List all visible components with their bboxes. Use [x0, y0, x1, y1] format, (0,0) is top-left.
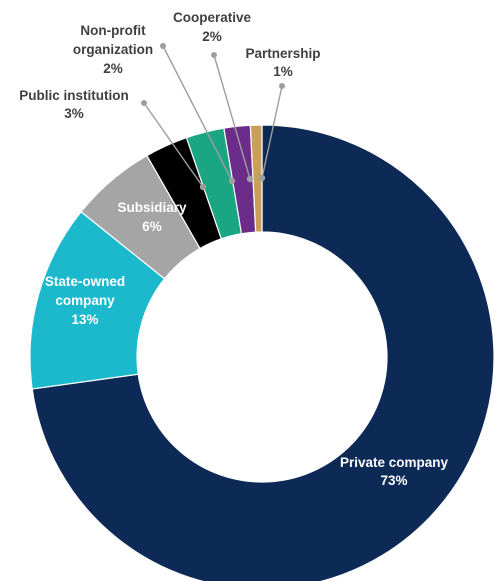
data-label-cooperative: Cooperative 2% — [173, 10, 252, 44]
slice-partnership — [249, 124, 263, 233]
leader-dot-partnership — [279, 83, 285, 89]
leader-line-non-profit-organization — [162, 45, 233, 182]
leader-line-cooperative — [213, 54, 251, 180]
leader-dot-cooperative — [211, 52, 217, 58]
data-label-public-institution: Public institution 3% — [19, 88, 129, 121]
leader-dot-non-profit-organization — [160, 43, 166, 49]
data-label-partnership: Partnership 1% — [245, 46, 320, 79]
data-label-state-owned-company: State-owned company 13% — [45, 274, 125, 327]
leader-line-partnership — [261, 85, 283, 179]
leader-end-cooperative — [246, 175, 254, 183]
leader-end-non-profit-organization — [228, 177, 236, 185]
leader-dot-public-institution — [141, 100, 147, 106]
data-label-non-profit-organization: Non-profit organization 2% — [73, 23, 153, 76]
leader-end-public-institution — [199, 183, 207, 191]
data-label-private-company: Private company 73% — [340, 455, 449, 488]
leader-line-public-institution — [143, 102, 204, 188]
leader-end-partnership — [258, 174, 266, 182]
slice-private-company — [31, 124, 494, 581]
data-label-subsidiary: Subsidiary 6% — [117, 200, 187, 234]
